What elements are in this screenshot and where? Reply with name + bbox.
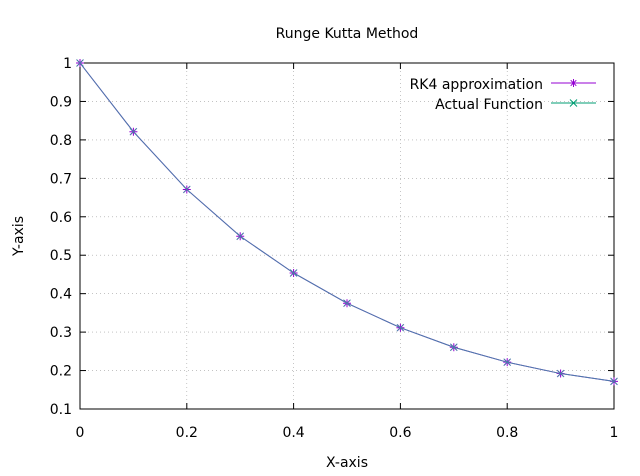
- x-tick-label: 0.6: [389, 425, 411, 441]
- legend-marker: [569, 79, 578, 87]
- y-tick-label: 0.5: [50, 248, 72, 264]
- legend-label-actual: Actual Function: [435, 97, 543, 113]
- x-tick-labels: 0 0.2 0.4 0.6 0.8 1: [76, 425, 619, 441]
- data-point: [610, 377, 618, 386]
- y-tick-label: 0.1: [50, 402, 72, 418]
- legend-sample-actual: [551, 99, 596, 107]
- y-tick-label: 0.7: [50, 171, 72, 187]
- x-axis-label: X-axis: [326, 455, 368, 471]
- data-point: [396, 323, 405, 332]
- y-tick-label: 0.3: [50, 325, 72, 341]
- y-tick-label: 0.4: [50, 287, 72, 303]
- y-tick-label: 0.2: [50, 364, 72, 380]
- x-tick-label: 0.2: [176, 425, 198, 441]
- y-tick-label: 0.9: [50, 94, 72, 110]
- grid: [80, 63, 614, 409]
- x-tick-label: 0.4: [282, 425, 304, 441]
- y-tick-labels: 0.1 0.2 0.3 0.4 0.5 0.6 0.7 0.8 0.9 1: [50, 56, 72, 418]
- legend-label-rk4: RK4 approximation: [410, 77, 543, 93]
- data-point: [236, 232, 245, 241]
- data-point: [449, 343, 458, 352]
- data-point: [503, 358, 512, 367]
- y-tick-label: 0.6: [50, 210, 72, 226]
- plot-frame: [79, 62, 615, 410]
- data-point: [343, 299, 351, 308]
- series-actual: [76, 59, 618, 386]
- x-tick-label: 0.8: [496, 425, 518, 441]
- data-point: [76, 59, 84, 67]
- legend-sample-rk4: [551, 79, 596, 87]
- legend: RK4 approximation Actual Function: [410, 77, 596, 113]
- chart-title: Runge Kutta Method: [276, 26, 419, 42]
- series-layer: [76, 59, 618, 386]
- tick-marks: [79, 62, 615, 410]
- y-axis-label: Y-axis: [11, 216, 27, 257]
- x-tick-label: 1: [610, 425, 619, 441]
- legend-marker: [569, 99, 578, 107]
- data-point: [129, 127, 138, 136]
- data-point: [556, 369, 565, 378]
- y-tick-label: 1: [63, 56, 72, 72]
- x-tick-label: 0: [76, 425, 85, 441]
- y-tick-label: 0.8: [50, 133, 72, 149]
- data-point: [182, 185, 191, 194]
- data-point: [289, 269, 298, 277]
